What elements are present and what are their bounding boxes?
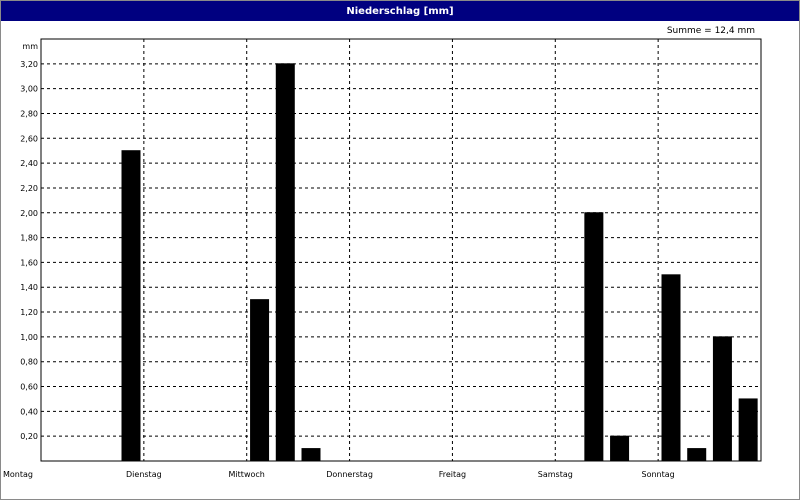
y-tick-label: 1,20 (20, 308, 38, 317)
y-tick-label: 3,20 (20, 60, 38, 69)
y-tick-label: 2,40 (20, 159, 38, 168)
bar (275, 63, 295, 462)
x-tick-weekday: Sonntag (642, 470, 675, 479)
x-tick-weekday: Dienstag (126, 470, 162, 479)
y-tick-label: 3,00 (20, 85, 38, 94)
x-tick-weekday: Mittwoch (229, 470, 265, 479)
bar-chart: 0,20 0,40 0,60 0,80 1,00 1,20 1,40 1,60 1,80 2,00… (3, 38, 762, 479)
bar (301, 448, 321, 462)
y-tick-label: 2,80 (20, 109, 38, 118)
x-tick-weekday: Donnerstag (326, 470, 373, 479)
bar (687, 448, 707, 462)
y-tick-label: 0,20 (20, 432, 38, 441)
y-tick-label: 2,00 (20, 209, 38, 218)
bar (250, 299, 270, 462)
y-tick-label: 0,40 (20, 407, 38, 416)
y-tick-label: 1,60 (20, 258, 38, 267)
y-tick-label: 2,20 (20, 184, 38, 193)
bar (712, 336, 732, 462)
sum-label: Summe = 12,4 mm (666, 26, 755, 36)
window-title: Niederschlag [mm] (1, 1, 799, 21)
bar (661, 274, 681, 462)
plot-frame (40, 38, 762, 462)
y-tick-label: 1,40 (20, 283, 38, 292)
y-tick-label: 0,80 (20, 358, 38, 367)
y-tick-label: 0,60 (20, 383, 38, 392)
bar (738, 398, 758, 462)
bar (610, 435, 630, 462)
x-tick-weekday: Montag (3, 470, 33, 479)
bar (121, 150, 141, 462)
y-tick-label: 1,80 (20, 234, 38, 243)
y-tick-label: 1,00 (20, 333, 38, 342)
x-tick-weekday: Freitag (439, 470, 466, 479)
y-tick-label: 2,60 (20, 134, 38, 143)
y-axis-unit-label: mm (22, 42, 38, 51)
x-tick-weekday: Samstag (538, 470, 573, 479)
bar (584, 212, 604, 462)
